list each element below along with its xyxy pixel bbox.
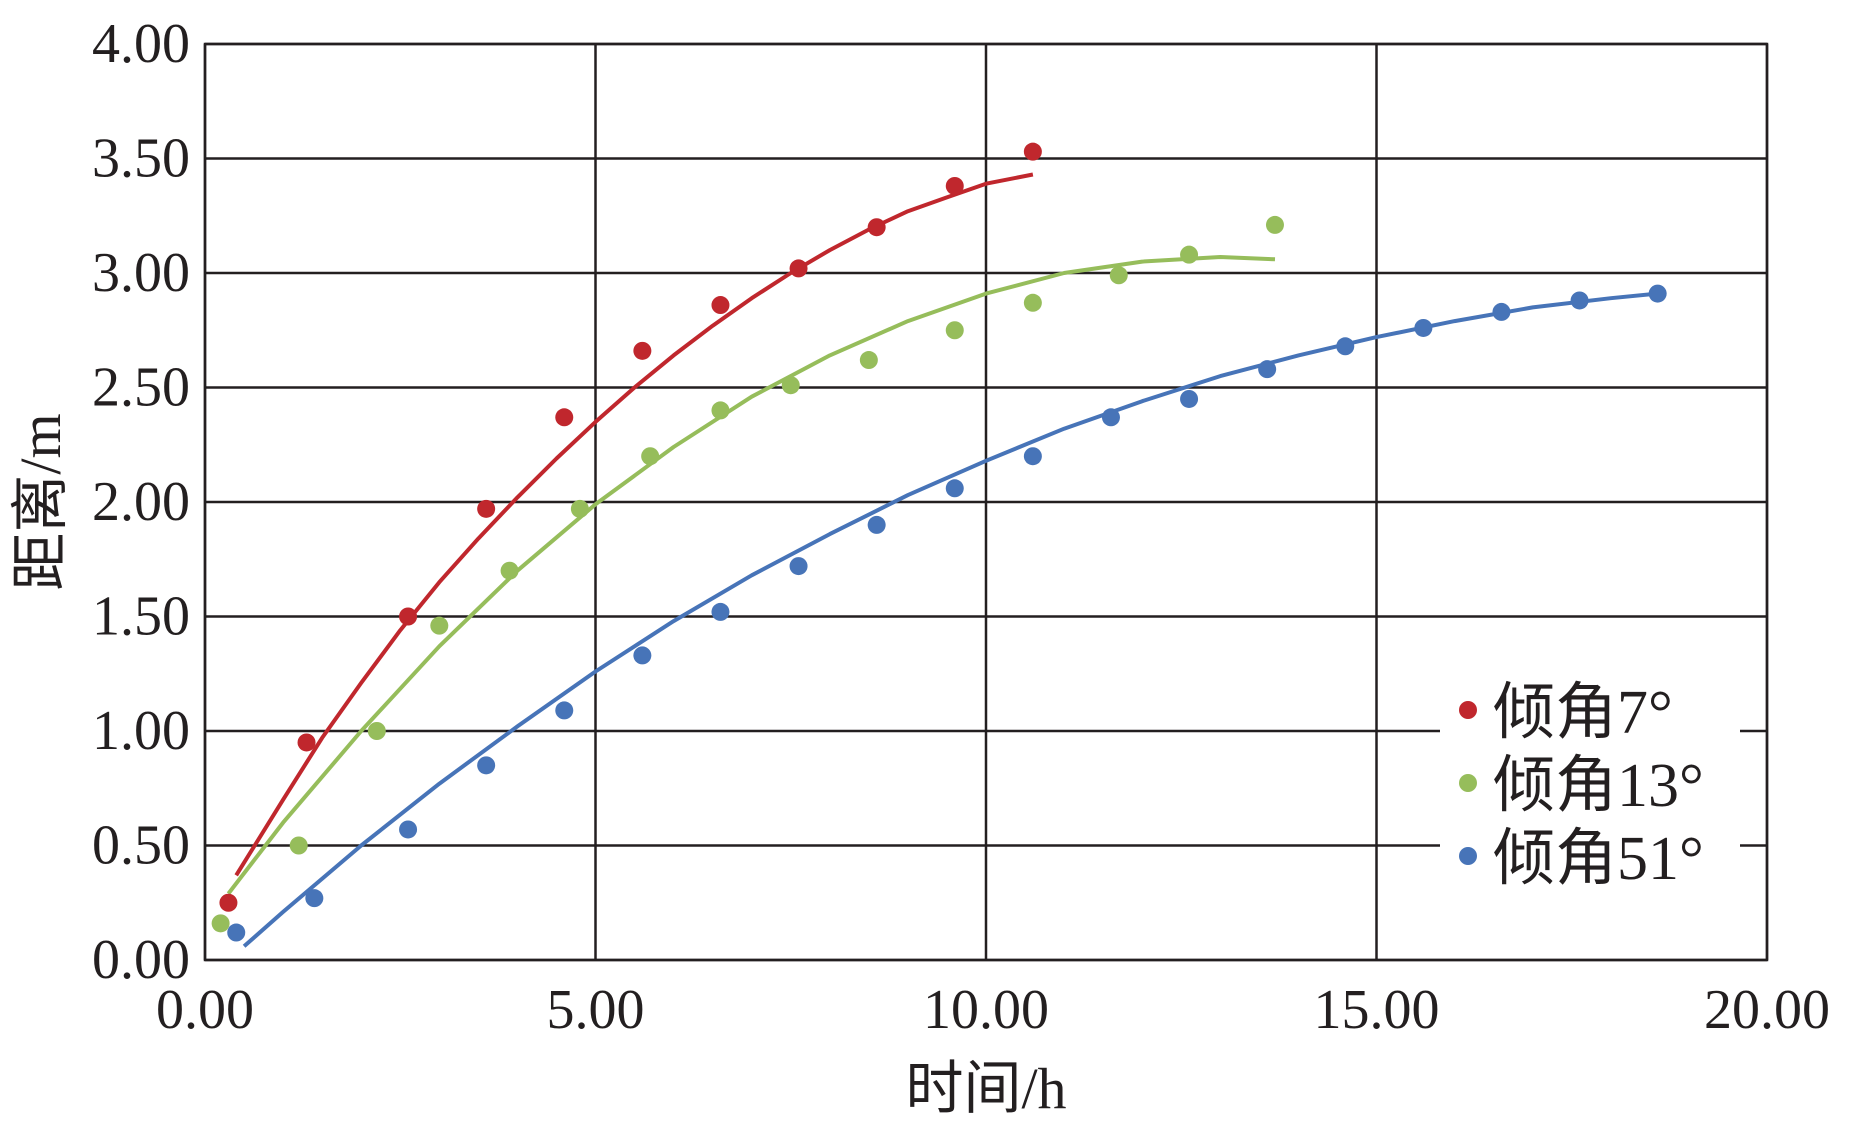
data-point-series-1 xyxy=(1180,245,1199,264)
legend-label: 倾角51° xyxy=(1493,825,1704,893)
fit-line-series-0 xyxy=(234,172,1034,877)
plot-frame xyxy=(203,42,1769,962)
y-tick-label: 0.00 xyxy=(92,929,190,991)
data-point-series-2 xyxy=(399,820,418,839)
data-point-series-1 xyxy=(1265,215,1284,234)
data-point-series-0 xyxy=(219,893,238,912)
data-point-series-2 xyxy=(1492,302,1511,321)
data-point-series-2 xyxy=(227,923,246,942)
legend-label: 倾角7° xyxy=(1493,679,1673,747)
data-point-series-2 xyxy=(633,646,652,665)
x-axis-title: 时间/h xyxy=(905,1056,1066,1121)
data-point-series-2 xyxy=(1180,389,1199,408)
y-tick-label: 1.00 xyxy=(92,700,190,762)
data-point-series-0 xyxy=(555,408,574,427)
data-point-series-2 xyxy=(1648,284,1667,303)
data-point-series-0 xyxy=(297,733,316,752)
data-point-series-0 xyxy=(945,176,964,195)
tick-labels: 0.00 0.50 1.00 1.50 2.00 2.50 3.00 3.50 4.00 0.00… xyxy=(92,13,1830,1041)
y-tick-label: 2.00 xyxy=(92,471,190,533)
data-point-series-1 xyxy=(1109,266,1128,285)
fit-line-series-2 xyxy=(242,291,1658,948)
data-point-series-2 xyxy=(711,602,730,621)
data-point-series-2 xyxy=(1414,318,1433,337)
legend-marker xyxy=(1459,847,1477,865)
data-point-series-2 xyxy=(1023,447,1042,466)
legend-marker xyxy=(1459,701,1477,719)
data-point-series-0 xyxy=(789,259,808,278)
data-point-series-1 xyxy=(711,401,730,420)
data-point-series-1 xyxy=(859,351,878,370)
data-point-series-2 xyxy=(305,889,324,908)
data-point-series-1 xyxy=(641,447,660,466)
data-point-series-0 xyxy=(1023,142,1042,161)
data-point-series-2 xyxy=(789,557,808,576)
data-point-series-1 xyxy=(367,722,386,740)
y-tick-label: 3.50 xyxy=(92,128,190,190)
data-point-series-2 xyxy=(1570,291,1589,310)
legend-background xyxy=(1440,673,1740,912)
data-point-series-2 xyxy=(867,515,886,534)
data-point-series-1 xyxy=(945,321,964,340)
data-point-series-0 xyxy=(633,341,652,360)
data-point-series-2 xyxy=(1336,337,1355,356)
y-tick-label: 4.00 xyxy=(92,13,190,75)
legend-marker xyxy=(1459,774,1477,792)
data-points xyxy=(211,142,1667,942)
y-tick-label: 2.50 xyxy=(92,357,190,419)
y-tick-label: 1.50 xyxy=(92,586,190,648)
y-tick-label: 3.00 xyxy=(92,242,190,304)
data-point-series-1 xyxy=(570,499,589,518)
fit-line-series-1 xyxy=(226,255,1276,895)
x-tick-label: 10.00 xyxy=(923,979,1049,1041)
data-point-series-2 xyxy=(1101,408,1120,427)
y-tick-label: 0.50 xyxy=(92,815,190,877)
data-point-series-2 xyxy=(945,479,964,498)
y-axis-title: 距离/m xyxy=(8,413,73,590)
x-tick-label: 20.00 xyxy=(1704,979,1830,1041)
fit-lines xyxy=(226,172,1658,948)
data-point-series-0 xyxy=(867,218,886,237)
data-point-series-1 xyxy=(430,616,449,635)
data-point-series-0 xyxy=(477,499,496,518)
data-point-series-1 xyxy=(781,376,800,395)
data-point-series-2 xyxy=(555,701,574,720)
data-point-series-0 xyxy=(711,296,730,315)
data-point-series-1 xyxy=(211,914,230,933)
data-point-series-2 xyxy=(477,756,496,775)
data-point-series-1 xyxy=(500,561,519,580)
x-tick-label: 0.00 xyxy=(156,979,254,1041)
x-tick-label: 15.00 xyxy=(1314,979,1440,1041)
legend: 倾角7°倾角13°倾角51° xyxy=(1440,673,1740,912)
data-point-series-2 xyxy=(1258,360,1277,379)
legend-label: 倾角13° xyxy=(1493,752,1704,820)
x-tick-label: 5.00 xyxy=(547,979,645,1041)
data-point-series-1 xyxy=(289,836,308,855)
data-point-series-1 xyxy=(1023,293,1042,312)
data-point-series-0 xyxy=(399,607,418,626)
